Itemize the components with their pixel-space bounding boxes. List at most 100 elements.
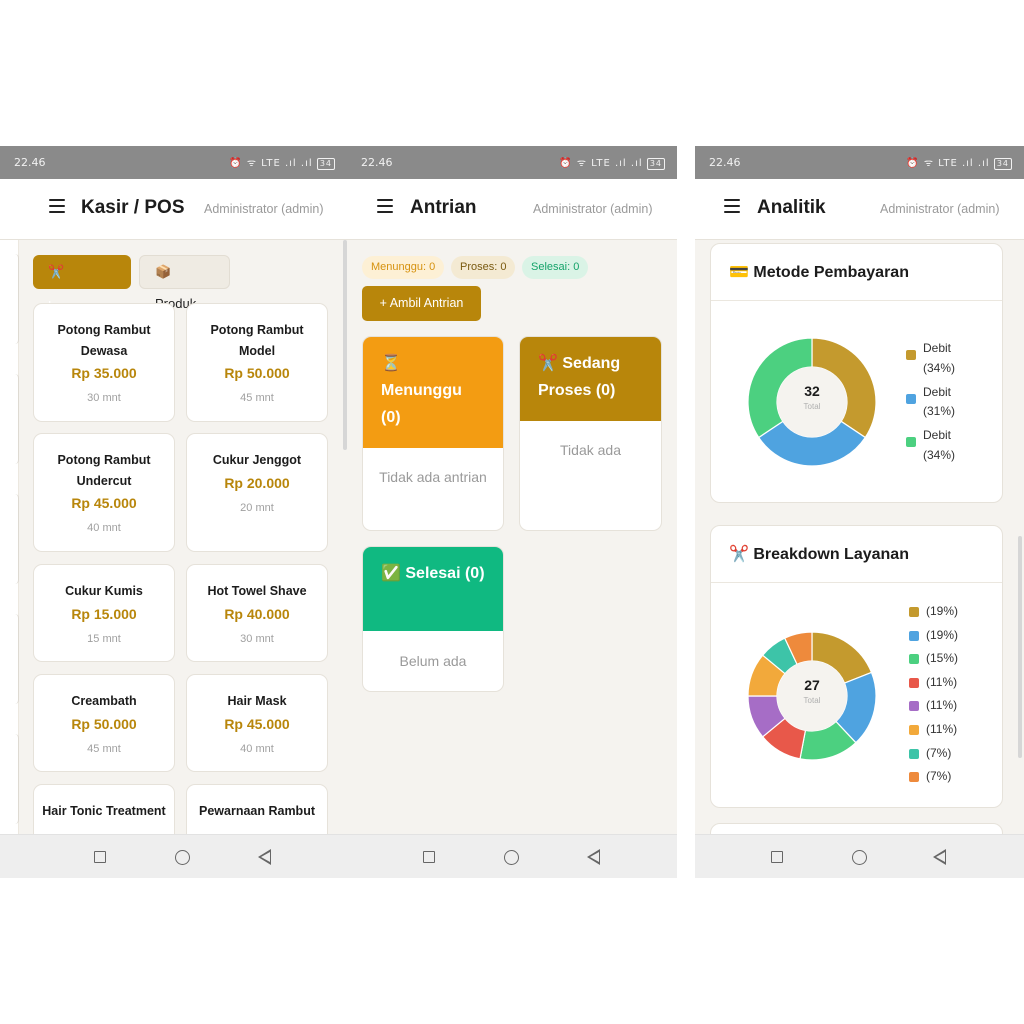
payment-method-panel: 💳 Metode Pembayaran 32 Total Debit (34%) D…: [710, 243, 1003, 503]
process-column: ✂️ Sedang Proses (0) Tidak ada: [519, 336, 662, 531]
status-time: 22.46: [709, 156, 741, 169]
legend-label: Debit: [923, 384, 952, 399]
legend-percent: (34%): [923, 447, 956, 462]
service-duration: 15 mnt: [87, 633, 121, 645]
battery-icon: 34: [993, 158, 1012, 170]
user-label: Administrator (admin): [204, 202, 324, 216]
service-name: Cukur Kumis: [65, 584, 143, 598]
payment-total: 32 Total: [782, 383, 842, 411]
recent-apps-icon[interactable]: [771, 851, 783, 863]
service-name: Pewarnaan Rambut: [198, 804, 315, 818]
service-duration: 20 mnt: [240, 502, 274, 514]
legend-swatch: [909, 654, 919, 665]
take-queue-button[interactable]: + Ambil Antrian: [362, 286, 481, 321]
legend-swatch: [909, 772, 919, 783]
home-icon[interactable]: [175, 850, 190, 865]
service-name: Creambath: [71, 694, 137, 708]
service-card[interactable]: Potong Rambut Model Rp 50.000 45 mnt: [186, 303, 328, 422]
android-nav-bar: [347, 834, 677, 878]
page-title: Analitik: [757, 197, 826, 218]
scrollbar[interactable]: [1018, 536, 1022, 758]
legend-percent: (7%): [926, 769, 952, 784]
legend-swatch: [909, 607, 919, 617]
service-card[interactable]: Potong Rambut Undercut Rp 45.000 40 mnt: [33, 433, 175, 552]
legend-item: Debit (31%): [923, 383, 955, 422]
legend-percent: (34%): [923, 360, 956, 375]
hamburger-menu-icon[interactable]: [377, 199, 393, 213]
service-card[interactable]: Potong Rambut Dewasa Rp 35.000 30 mnt: [33, 303, 175, 422]
legend-swatch: [909, 630, 919, 641]
tab-products[interactable]: 📦 Produk: [139, 255, 230, 311]
service-price: Rp 45.000: [71, 495, 137, 511]
service-name: Potong Rambut Undercut: [57, 453, 151, 488]
service-duration: 30 mnt: [87, 392, 121, 404]
service-card[interactable]: Cukur Kumis Rp 15.000 15 mnt: [33, 564, 175, 662]
android-nav-bar: [0, 834, 347, 878]
done-column: ✅ Selesai (0) Belum ada: [362, 546, 504, 692]
service-price: Rp 50.000: [71, 716, 137, 732]
status-time: 22.46: [14, 156, 46, 169]
back-icon[interactable]: [587, 849, 600, 865]
service-name: Hair Mask: [227, 694, 287, 708]
service-name: Hair Tonic Treatment: [42, 804, 166, 818]
home-icon[interactable]: [504, 850, 519, 865]
battery-icon: 34: [316, 158, 335, 170]
service-price: Rp 40.000: [224, 606, 290, 622]
service-total-label: Total: [803, 696, 821, 705]
done-count-badge: Selesai: 0: [522, 256, 589, 279]
legend-percent: (19%): [926, 627, 959, 642]
legend-percent: (11%): [926, 674, 958, 689]
legend-percent: (11%): [926, 698, 958, 713]
service-duration: 30 mnt: [240, 633, 274, 645]
back-icon[interactable]: [258, 849, 271, 865]
waiting-count-badge: Menunggu: 0: [362, 256, 445, 279]
service-card[interactable]: Creambath Rp 50.000 45 mnt: [33, 674, 175, 772]
service-name: Potong Rambut Model: [210, 323, 304, 358]
process-empty-text: Tidak ada: [560, 442, 621, 458]
done-column-header: ✅ Selesai (0): [363, 547, 503, 631]
recent-apps-icon[interactable]: [94, 851, 106, 863]
waiting-column-header: ⏳ Menunggu (0): [363, 337, 503, 448]
service-card[interactable]: Cukur Jenggot Rp 20.000 20 mnt: [186, 433, 328, 552]
back-icon[interactable]: [933, 849, 946, 865]
payment-total-number: 32: [804, 383, 820, 399]
android-nav-bar: [695, 834, 1024, 878]
tab-services[interactable]: ✂️ Layanan: [33, 255, 131, 313]
legend-percent: (11%): [926, 722, 958, 736]
status-time: 22.46: [361, 156, 393, 169]
sidebar-edge-item: [15, 494, 19, 584]
home-icon[interactable]: [852, 850, 867, 865]
service-duration: 40 mnt: [240, 743, 274, 755]
sidebar-edge-item: [15, 254, 19, 344]
payment-donut-hole: [777, 367, 847, 437]
service-total: 27 Total: [782, 677, 842, 705]
service-name: Cukur Jenggot: [212, 453, 302, 467]
user-label: Administrator (admin): [533, 202, 653, 216]
phone-pos-screen: 22.46 ⏰ ᯤ LTE .ıl .ıl 34 Kasir / POS Adm…: [0, 146, 347, 878]
user-label: Administrator (admin): [880, 202, 1000, 216]
legend-swatch: [906, 393, 916, 404]
recent-apps-icon[interactable]: [423, 851, 435, 863]
status-icons: ⏰ ᯤ LTE .ıl .ıl 34: [559, 155, 665, 170]
legend-swatch: [906, 350, 916, 360]
hamburger-menu-icon[interactable]: [724, 199, 740, 213]
waiting-empty-text: Tidak ada antrian: [379, 469, 487, 485]
service-duration: 40 mnt: [87, 522, 121, 534]
hamburger-menu-icon[interactable]: [49, 199, 65, 213]
sidebar-edge-item: [15, 374, 19, 464]
service-card[interactable]: Hot Towel Shave Rp 40.000 30 mnt: [186, 564, 328, 662]
service-price: Rp 15.000: [71, 606, 137, 622]
legend-swatch: [909, 677, 919, 688]
legend-percent: (15%): [926, 651, 959, 666]
legend-percent: (31%): [923, 404, 956, 418]
page-title: Kasir / POS: [81, 197, 185, 218]
service-duration: 45 mnt: [240, 392, 274, 404]
service-price: Rp 20.000: [224, 475, 290, 491]
legend-percent: (19%): [926, 604, 959, 618]
scrollbar[interactable]: [343, 240, 347, 450]
signal-icons: ⏰ ᯤ LTE .ıl .ıl: [559, 158, 643, 169]
service-card[interactable]: Hair Mask Rp 45.000 40 mnt: [186, 674, 328, 772]
phone-analytics-screen: 22.46 ⏰ ᯤ LTE .ıl .ıl 34 Analitik Admini…: [695, 146, 1024, 878]
legend-item: Debit (34%): [923, 339, 955, 378]
